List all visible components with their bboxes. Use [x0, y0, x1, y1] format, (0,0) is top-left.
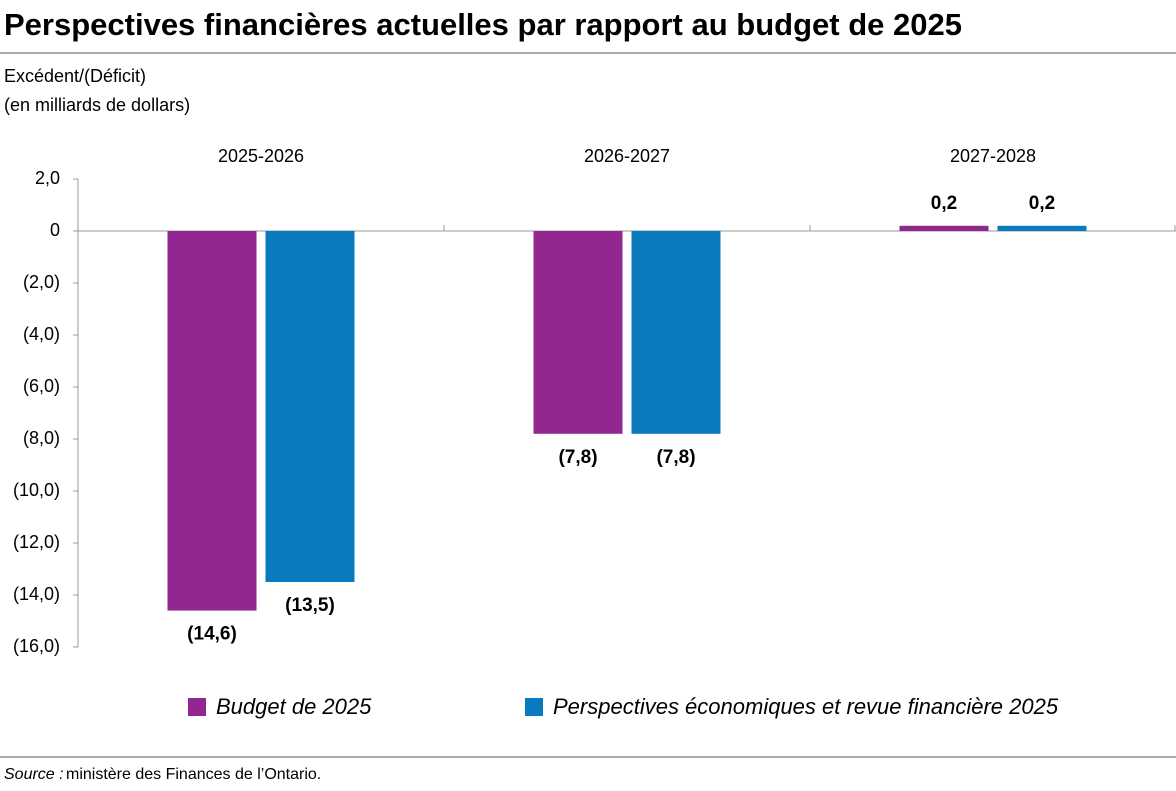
bar	[631, 231, 721, 434]
legend-swatch	[525, 698, 543, 716]
y-tick-label: (6,0)	[23, 376, 60, 396]
value-label: (14,6)	[187, 624, 237, 645]
category-label: 2025-2026	[218, 146, 304, 166]
source: ministère des Finances de l’Ontario.	[66, 766, 321, 783]
value-label: 0,2	[1029, 193, 1055, 214]
y-axis-label: (en milliards de dollars)	[4, 95, 190, 115]
legend-swatch	[188, 698, 206, 716]
bar	[265, 231, 355, 582]
y-tick-label: (10,0)	[13, 480, 60, 500]
y-tick-label: (4,0)	[23, 324, 60, 344]
category-label: 2026-2027	[584, 146, 670, 166]
y-tick-label: 2,0	[35, 168, 60, 188]
y-axis-label: Excédent/(Déficit)	[4, 66, 146, 86]
value-label: (7,8)	[656, 447, 695, 468]
y-tick-label: (12,0)	[13, 532, 60, 552]
value-label: (13,5)	[285, 595, 335, 616]
source-label: Source :	[4, 766, 64, 783]
y-tick-label: (8,0)	[23, 428, 60, 448]
chart-title: Perspectives financières actuelles par r…	[4, 7, 962, 42]
category-label: 2027-2028	[950, 146, 1036, 166]
bar	[167, 231, 257, 611]
y-tick-label: (2,0)	[23, 272, 60, 292]
legend-label: Budget de 2025	[216, 694, 372, 719]
bar	[533, 231, 623, 434]
y-tick-label: (14,0)	[13, 584, 60, 604]
value-label: 0,2	[931, 193, 957, 214]
bar	[899, 225, 989, 231]
bar	[997, 225, 1087, 231]
y-tick-label: (16,0)	[13, 636, 60, 656]
value-label: (7,8)	[558, 447, 597, 468]
legend-label: Perspectives économiques et revue financ…	[553, 694, 1059, 719]
y-tick-label: 0	[50, 220, 60, 240]
